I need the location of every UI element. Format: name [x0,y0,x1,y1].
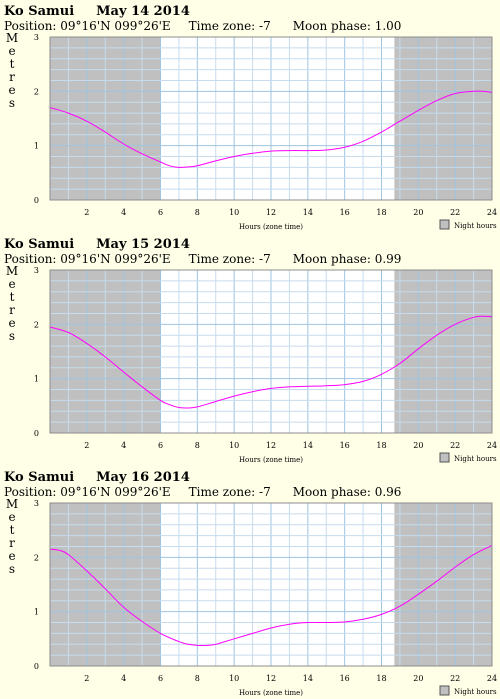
location-name: Ko Samui [4,237,75,252]
x-tick-label: 18 [376,441,386,450]
position-text: Position: 09°16'N 099°26'E [4,19,171,33]
x-tick-label: 8 [195,674,200,683]
x-tick-label: 22 [450,208,460,217]
tide-curve [49,315,493,409]
x-tick-label: 24 [487,208,497,217]
x-tick-label: 24 [487,441,497,450]
legend-swatch [439,452,450,463]
x-tick-label: 14 [303,674,313,683]
timezone-text: Time zone: -7 [188,19,271,33]
y-tick-label: 3 [34,33,39,42]
x-axis-label: Hours (zone time) [239,456,303,464]
x-tick-label: 18 [376,208,386,217]
x-tick-label: 4 [121,208,126,217]
x-tick-label: 6 [158,441,163,450]
position-text: Position: 09°16'N 099°26'E [4,252,171,266]
x-tick-label: 2 [84,208,89,217]
x-tick-label: 20 [413,208,423,217]
x-tick-label: 16 [340,208,350,217]
timezone-text: Time zone: -7 [188,485,271,499]
y-tick-label: 1 [34,142,39,151]
x-axis-label: Hours (zone time) [239,689,303,697]
moon-phase-text: Moon phase: 0.96 [292,485,402,499]
night-band [394,270,492,433]
x-tick-label: 14 [303,441,313,450]
y-tick-label: 0 [34,196,39,205]
moon-phase-text: Moon phase: 0.99 [292,252,402,266]
x-tick-label: 16 [340,674,350,683]
night-band [394,37,492,200]
legend-label: Night hours [454,455,497,463]
plot-border [49,269,493,434]
y-tick-label: 0 [34,429,39,438]
night-band [394,503,492,666]
x-tick-label: 12 [266,441,276,450]
chart-date: May 15 2014 [96,237,190,252]
tide-curve [49,90,493,168]
x-tick-label: 4 [121,441,126,450]
x-tick-label: 6 [158,674,163,683]
x-tick-label: 18 [376,674,386,683]
x-tick-label: 16 [340,441,350,450]
moon-phase-text: Moon phase: 1.00 [292,19,402,33]
y-tick-label: 3 [34,499,39,508]
tide-curve [49,544,493,646]
x-tick-label: 22 [450,674,460,683]
timezone-text: Time zone: -7 [188,252,271,266]
legend-swatch [439,219,450,230]
legend-swatch [439,685,450,696]
x-tick-label: 10 [229,441,239,450]
x-tick-label: 14 [303,208,313,217]
x-tick-label: 24 [487,674,497,683]
plot-border [49,502,493,667]
x-tick-label: 4 [121,674,126,683]
x-tick-label: 8 [195,441,200,450]
x-tick-label: 10 [229,208,239,217]
y-tick-label: 1 [34,608,39,617]
x-tick-label: 2 [84,674,89,683]
x-tick-label: 10 [229,674,239,683]
x-axis-label: Hours (zone time) [239,223,303,231]
y-tick-label: 2 [34,87,39,96]
chart-date: May 14 2014 [96,4,190,19]
x-tick-label: 20 [413,674,423,683]
x-tick-label: 12 [266,208,276,217]
plot-border [49,36,493,201]
position-text: Position: 09°16'N 099°26'E [4,485,171,499]
x-tick-label: 20 [413,441,423,450]
y-tick-label: 3 [34,266,39,275]
legend-label: Night hours [454,222,497,230]
legend-label: Night hours [454,688,497,696]
x-tick-label: 12 [266,674,276,683]
x-tick-label: 8 [195,208,200,217]
y-tick-label: 2 [34,320,39,329]
y-tick-label: 1 [34,375,39,384]
y-tick-label: 2 [34,553,39,562]
location-name: Ko Samui [4,4,75,19]
x-tick-label: 6 [158,208,163,217]
x-tick-label: 22 [450,441,460,450]
location-name: Ko Samui [4,470,75,485]
chart-date: May 16 2014 [96,470,190,485]
y-tick-label: 0 [34,662,39,671]
x-tick-label: 2 [84,441,89,450]
